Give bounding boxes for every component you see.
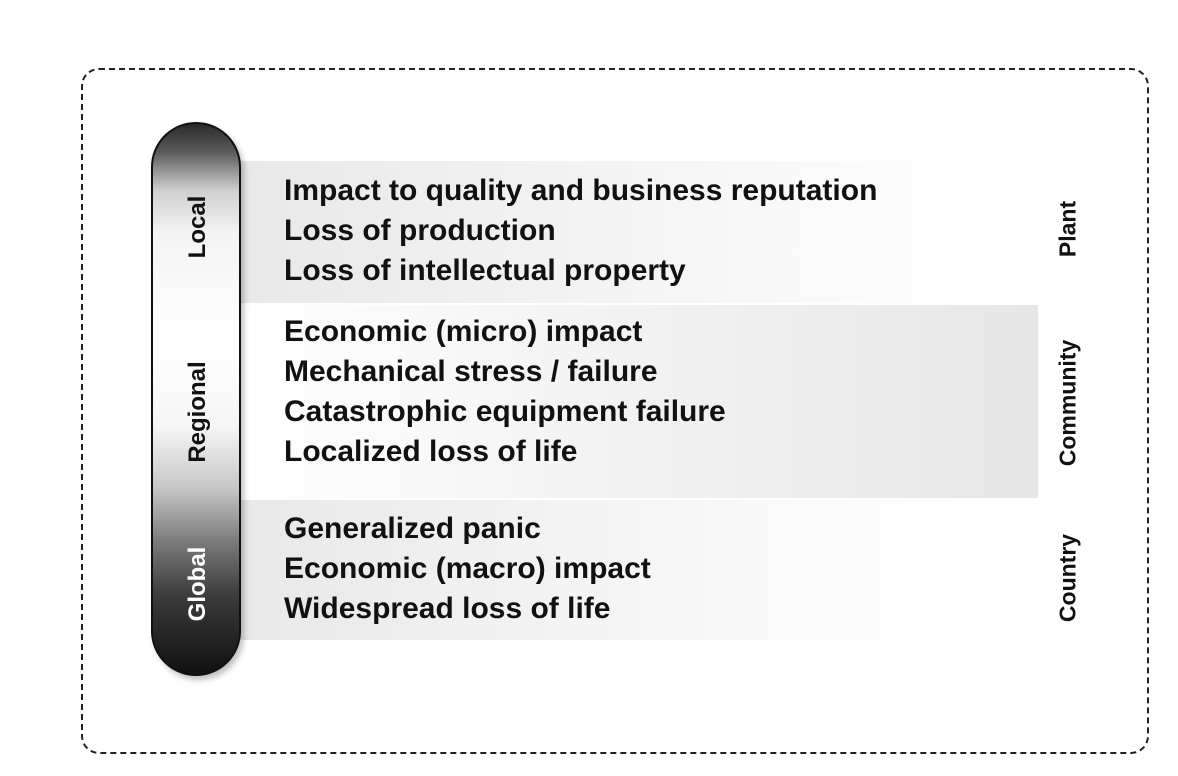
band-local-items: Impact to quality and business reputatio… [284, 171, 877, 291]
scope-label-community: Community [1054, 339, 1081, 467]
band-global: Generalized panic Economic (macro) impac… [240, 500, 950, 640]
band-regional-items: Economic (micro) impact Mechanical stres… [284, 312, 726, 472]
impact-item: Economic (micro) impact [284, 315, 643, 348]
scale-label-regional: Regional [184, 361, 211, 463]
impact-item: Catastrophic equipment failure [284, 395, 726, 428]
impact-item: Impact to quality and business reputatio… [284, 174, 878, 207]
impact-item: Widespread loss of life [284, 592, 611, 625]
scale-label-local: Local [184, 195, 211, 259]
impact-item: Generalized panic [284, 512, 541, 545]
impact-item: Loss of production [284, 214, 556, 247]
band-regional: Economic (micro) impact Mechanical stres… [240, 305, 1038, 498]
scope-label-country: Country [1054, 533, 1081, 623]
impact-item: Mechanical stress / failure [284, 355, 658, 388]
band-local: Impact to quality and business reputatio… [240, 161, 990, 303]
impact-item: Localized loss of life [284, 435, 578, 468]
impact-item: Loss of intellectual property [284, 254, 686, 287]
band-global-items: Generalized panic Economic (macro) impac… [284, 509, 651, 629]
scale-label-global: Global [184, 546, 211, 622]
impact-item: Economic (macro) impact [284, 552, 651, 585]
scope-label-plant: Plant [1054, 200, 1081, 258]
scale-gradient-bar: Local Regional Global [151, 122, 241, 676]
